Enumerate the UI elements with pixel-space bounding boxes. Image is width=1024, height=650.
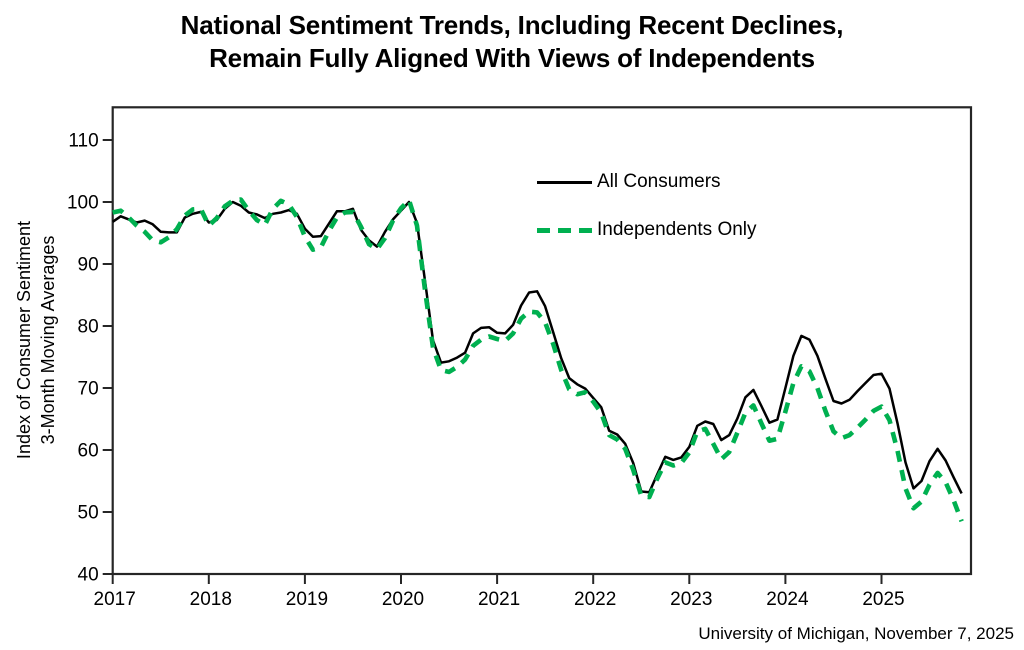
dashed-line-swatch <box>537 227 592 233</box>
x-tick-label: 2025 <box>862 589 904 610</box>
x-tick-label: 2021 <box>478 589 520 610</box>
chart-title-line1: National Sentiment Trends, Including Rec… <box>180 10 844 40</box>
x-tick-label: 2023 <box>670 589 712 610</box>
y-tick-label: 90 <box>78 255 99 276</box>
x-tick-label: 2022 <box>574 589 616 610</box>
chart-title: National Sentiment Trends, Including Rec… <box>0 9 1024 75</box>
y-tick-label: 50 <box>78 503 99 524</box>
legend: All Consumers Independents Only <box>537 163 757 259</box>
x-tick-label: 2019 <box>286 589 328 610</box>
y-tick-label: 40 <box>78 565 99 586</box>
solid-line-swatch <box>537 180 592 184</box>
legend-label-independents: Independents Only <box>597 219 757 240</box>
plot-frame <box>111 106 973 576</box>
legend-label-all-consumers: All Consumers <box>597 171 721 192</box>
legend-item-independents: Independents Only <box>537 211 757 249</box>
legend-item-all-consumers: All Consumers <box>537 163 757 201</box>
x-tick-label: 2017 <box>94 589 136 610</box>
y-tick-label: 110 <box>68 131 98 152</box>
y-tick-label: 80 <box>78 317 99 338</box>
x-tick-label: 2018 <box>190 589 232 610</box>
y-tick-label: 60 <box>78 441 99 462</box>
series-line-independents-only <box>112 197 964 523</box>
chart-title-line2: Remain Fully Aligned With Views of Indep… <box>209 43 815 73</box>
x-tick-label: 2020 <box>382 589 424 610</box>
y-tick-label: 70 <box>78 379 99 400</box>
x-tick-label: 2024 <box>766 589 809 610</box>
y-tick-label: 100 <box>67 193 99 214</box>
source-credit: University of Michigan, November 7, 2025 <box>698 624 1014 643</box>
